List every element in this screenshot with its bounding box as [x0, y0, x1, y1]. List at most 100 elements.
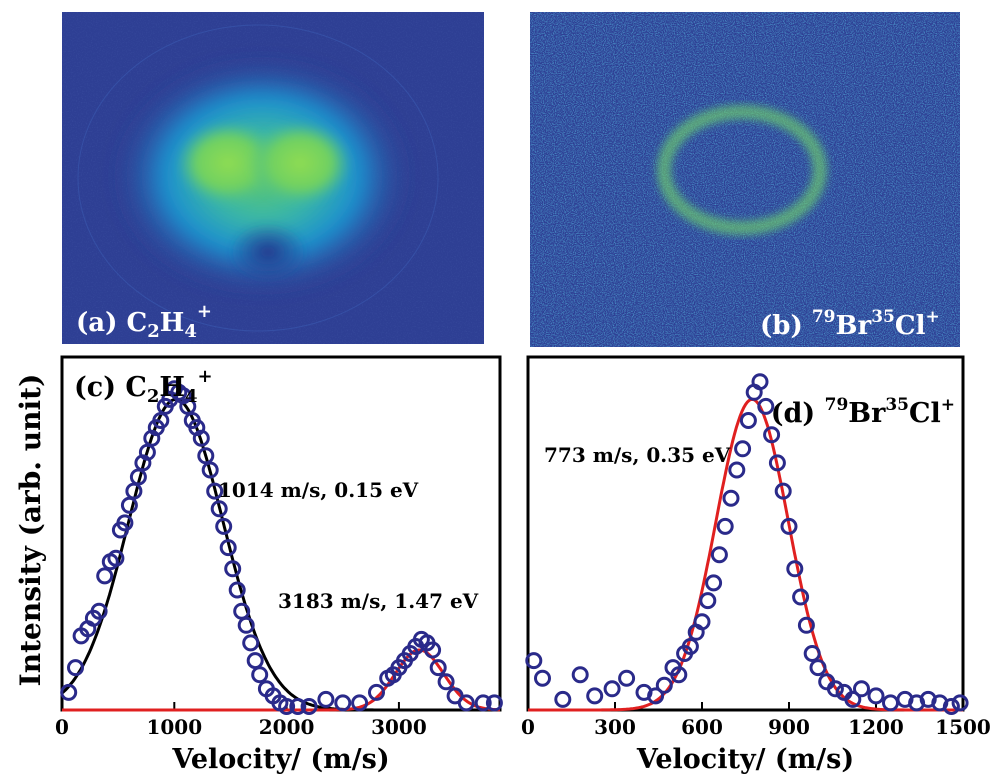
data-point — [368, 683, 385, 701]
data-point — [734, 440, 752, 458]
image-a-center-dip — [228, 222, 308, 282]
data-point — [224, 560, 242, 578]
image-panel-a — [62, 12, 484, 344]
data-point — [705, 574, 723, 592]
image-a-label: (a) C2H4+ — [76, 301, 212, 342]
data-point — [710, 546, 728, 564]
data-point — [571, 666, 589, 684]
data-point — [853, 680, 870, 698]
data-point — [300, 698, 318, 715]
x-tick-label: 1200 — [848, 715, 904, 739]
data-point — [797, 616, 815, 634]
data-point — [192, 429, 210, 447]
species-superscript: 79 — [825, 395, 849, 415]
species-subscript: 4 — [184, 321, 197, 342]
image-b-noise — [530, 12, 960, 347]
species-superscript: 35 — [871, 307, 895, 327]
panel-title: (d) 79Br35Cl+ — [771, 395, 955, 429]
panel-label: (b) — [760, 311, 812, 341]
data-point — [424, 641, 442, 659]
species-text: Cl — [909, 398, 941, 429]
species-superscript: + — [197, 301, 212, 322]
x-tick-label: 1500 — [935, 715, 991, 739]
data-point — [317, 690, 335, 708]
data-point — [757, 397, 775, 415]
data-point — [251, 666, 269, 684]
data-point — [699, 592, 717, 610]
data-point — [867, 687, 885, 705]
data-point — [739, 412, 757, 429]
data-point — [278, 698, 296, 715]
data-point — [242, 634, 260, 652]
x-tick-label: 0 — [521, 715, 535, 739]
data-point — [693, 613, 711, 631]
species-text: H — [160, 308, 185, 338]
x-axis-label: Velocity/ (m/s) — [171, 744, 389, 775]
plot-frame — [526, 355, 965, 712]
data-point — [768, 454, 786, 472]
species-subscript: 4 — [185, 386, 198, 407]
species-superscript: + — [925, 307, 939, 327]
data-point — [67, 659, 84, 677]
data-point — [655, 676, 673, 694]
data-point — [351, 694, 369, 712]
data-point — [215, 517, 233, 535]
data-point — [525, 652, 543, 670]
data-point — [60, 683, 78, 701]
data-point — [237, 616, 255, 634]
image-a-left-lobe — [176, 121, 280, 205]
species-text: H — [159, 372, 185, 403]
x-axis-label: Velocity/ (m/s) — [636, 744, 854, 775]
image-panel-b — [530, 12, 960, 347]
species-superscript: + — [197, 366, 212, 387]
data-point — [722, 489, 740, 507]
data-point — [786, 560, 804, 578]
data-point — [107, 549, 125, 567]
species-text: Br — [848, 398, 886, 429]
species-superscript: + — [941, 395, 955, 415]
species-text: Cl — [895, 311, 926, 341]
data-point — [763, 426, 781, 444]
data-point — [334, 694, 352, 712]
data-point — [882, 694, 899, 712]
species-superscript: 35 — [885, 395, 909, 415]
data-point — [751, 373, 769, 391]
svg-text:(a) C2H4+: (a) C2H4+ — [76, 301, 212, 342]
data-point — [618, 669, 636, 687]
data-point — [728, 461, 746, 479]
data-point — [809, 659, 827, 677]
x-tick-label: 300 — [594, 715, 636, 739]
peak-annotation: 773 m/s, 0.35 eV — [544, 443, 731, 467]
data-point — [670, 666, 688, 684]
data-point — [826, 680, 844, 698]
data-point — [116, 514, 134, 532]
peak-annotation: 3183 m/s, 1.47 eV — [278, 589, 479, 613]
data-point — [219, 539, 237, 557]
peak-annotation: 1014 m/s, 0.15 eV — [218, 478, 419, 502]
species-subscript: 2 — [147, 386, 160, 407]
image-a-detector-ring — [77, 24, 439, 332]
data-point — [457, 694, 475, 712]
species-superscript: 79 — [812, 307, 836, 327]
data-point — [201, 461, 219, 479]
y-axis-label: Intensity (arb. unit) — [14, 374, 47, 687]
data-point — [246, 652, 264, 670]
panel-label: (c) — [74, 372, 125, 403]
data-point — [586, 687, 604, 705]
data-point — [942, 698, 960, 715]
data-point — [485, 694, 503, 712]
panel-label: (a) — [76, 308, 127, 338]
data-point — [792, 588, 810, 606]
data-point — [228, 581, 246, 599]
x-tick-label: 2000 — [259, 715, 315, 739]
species-subscript: 2 — [147, 321, 160, 342]
data-point — [210, 500, 228, 518]
data-point — [603, 680, 621, 698]
data-point — [780, 517, 798, 535]
svg-text:(b) 79Br35Cl+: (b) 79Br35Cl+ — [760, 307, 940, 341]
species-text: Br — [836, 311, 872, 341]
data-point — [951, 694, 969, 712]
data-point — [554, 690, 572, 708]
x-tick-label: 600 — [681, 715, 723, 739]
data-point — [289, 698, 307, 715]
